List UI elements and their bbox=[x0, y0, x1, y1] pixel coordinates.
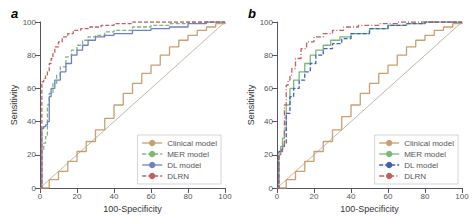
svg-text:a: a bbox=[11, 6, 18, 21]
svg-text:60: 60 bbox=[27, 84, 36, 93]
svg-text:80: 80 bbox=[421, 192, 430, 201]
svg-text:40: 40 bbox=[347, 192, 356, 201]
svg-text:DL model: DL model bbox=[167, 161, 201, 170]
svg-text:60: 60 bbox=[384, 192, 393, 201]
svg-text:MER model: MER model bbox=[167, 150, 209, 159]
svg-text:0: 0 bbox=[32, 184, 37, 193]
svg-text:20: 20 bbox=[73, 192, 82, 201]
svg-text:Clinical model: Clinical model bbox=[167, 139, 217, 148]
svg-text:60: 60 bbox=[264, 84, 273, 93]
svg-text:Clinical model: Clinical model bbox=[404, 139, 454, 148]
svg-text:100-Specificity: 100-Specificity bbox=[103, 204, 162, 214]
svg-text:80: 80 bbox=[184, 192, 193, 201]
svg-text:80: 80 bbox=[27, 51, 36, 60]
svg-text:20: 20 bbox=[310, 192, 319, 201]
svg-text:0: 0 bbox=[269, 184, 274, 193]
svg-text:DLRN: DLRN bbox=[404, 172, 426, 181]
svg-text:40: 40 bbox=[27, 117, 36, 126]
svg-text:Sensitivity: Sensitivity bbox=[246, 84, 256, 125]
svg-text:100: 100 bbox=[455, 192, 469, 201]
svg-text:b: b bbox=[248, 6, 256, 21]
svg-text:100: 100 bbox=[23, 18, 37, 27]
svg-text:DLRN: DLRN bbox=[167, 172, 189, 181]
svg-text:40: 40 bbox=[264, 117, 273, 126]
svg-text:MER model: MER model bbox=[404, 150, 446, 159]
svg-text:Sensitivity: Sensitivity bbox=[9, 84, 19, 125]
svg-text:100-Specificity: 100-Specificity bbox=[340, 204, 399, 214]
svg-text:20: 20 bbox=[27, 150, 36, 159]
svg-text:100: 100 bbox=[218, 192, 232, 201]
svg-text:0: 0 bbox=[275, 192, 280, 201]
svg-text:100: 100 bbox=[260, 18, 274, 27]
svg-text:DL model: DL model bbox=[404, 161, 438, 170]
svg-text:20: 20 bbox=[264, 150, 273, 159]
svg-text:0: 0 bbox=[38, 192, 43, 201]
svg-text:60: 60 bbox=[147, 192, 156, 201]
svg-text:80: 80 bbox=[264, 51, 273, 60]
svg-text:40: 40 bbox=[110, 192, 119, 201]
